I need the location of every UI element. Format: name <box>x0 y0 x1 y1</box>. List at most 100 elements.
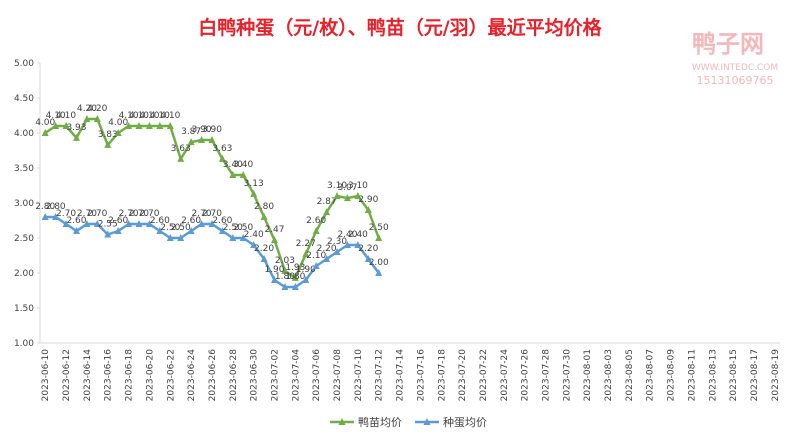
value-label: 3.87 <box>181 127 201 137</box>
marker <box>52 122 60 129</box>
value-label: 2.87 <box>317 197 337 207</box>
value-label: 3.10 <box>327 181 347 191</box>
marker <box>281 283 289 290</box>
x-tick-label: 2023-07-24 <box>500 349 510 402</box>
marker <box>166 234 174 241</box>
marker <box>229 171 237 178</box>
value-label: 2.60 <box>108 216 128 226</box>
value-label: 2.60 <box>306 216 326 226</box>
marker <box>198 136 206 143</box>
marker <box>135 220 143 227</box>
marker <box>375 234 383 241</box>
x-tick-label: 2023-06-26 <box>208 349 218 402</box>
y-tick-label: 5.00 <box>14 59 34 69</box>
y-tick-label: 1.00 <box>14 339 34 349</box>
marker <box>302 250 310 258</box>
value-label: 4.10 <box>129 111 149 121</box>
marker <box>302 276 310 283</box>
marker <box>104 140 112 148</box>
marker <box>323 208 331 216</box>
marker <box>208 136 216 143</box>
value-label: 2.70 <box>119 209 139 219</box>
value-label: 3.63 <box>212 144 232 154</box>
value-label: 1.93 <box>285 263 305 273</box>
x-tick-label: 2023-07-04 <box>291 349 301 402</box>
value-label: 4.10 <box>46 111 66 121</box>
value-label: 1.90 <box>296 265 316 275</box>
marker <box>114 129 122 136</box>
x-tick-label: 2023-06-14 <box>83 349 93 402</box>
marker <box>156 122 164 129</box>
x-tick-label: 2023-07-30 <box>562 349 572 402</box>
value-label: 2.47 <box>264 225 284 235</box>
x-tick-label: 2023-07-20 <box>458 349 468 402</box>
value-label: 3.10 <box>348 181 368 191</box>
marker <box>198 220 206 227</box>
x-tick-label: 2023-08-19 <box>771 349 781 402</box>
x-tick-label: 2023-08-13 <box>708 349 718 401</box>
marker <box>343 194 351 202</box>
x-tick-label: 2023-08-07 <box>646 349 656 401</box>
marker <box>93 220 101 227</box>
marker <box>354 192 362 199</box>
marker <box>364 255 372 262</box>
x-tick-label: 2023-07-12 <box>375 349 385 401</box>
y-tick-label: 4.50 <box>14 94 34 104</box>
marker <box>323 255 331 262</box>
marker <box>218 154 226 162</box>
value-label: 2.40 <box>244 230 264 240</box>
x-tick-label: 2023-06-30 <box>250 349 260 402</box>
value-label: 2.80 <box>35 202 55 212</box>
value-label: 1.90 <box>264 265 284 275</box>
x-tick-label: 2023-07-06 <box>312 349 322 402</box>
value-label: 2.90 <box>358 195 378 205</box>
x-tick-label: 2023-07-02 <box>271 349 281 401</box>
value-label: 3.93 <box>66 123 86 133</box>
x-tick-label: 2023-07-10 <box>354 349 364 402</box>
value-label: 2.10 <box>306 251 326 261</box>
value-label: 2.00 <box>369 258 389 268</box>
marker <box>375 269 383 276</box>
marker <box>333 248 341 255</box>
value-label: 2.60 <box>150 216 170 226</box>
legend-marker <box>423 418 431 425</box>
value-label: 3.40 <box>233 160 253 170</box>
value-label: 4.00 <box>35 118 55 128</box>
value-label: 2.80 <box>46 202 66 212</box>
value-label: 2.20 <box>254 244 274 254</box>
x-tick-label: 2023-08-15 <box>729 349 739 401</box>
marker <box>312 262 320 269</box>
value-label: 2.03 <box>275 256 295 266</box>
marker <box>218 227 226 234</box>
x-tick-label: 2023-07-18 <box>437 349 447 402</box>
x-tick-label: 2023-07-22 <box>479 349 489 401</box>
value-label: 2.70 <box>77 209 97 219</box>
x-tick-label: 2023-06-12 <box>62 349 72 401</box>
value-label: 3.40 <box>223 160 243 170</box>
marker <box>72 227 80 234</box>
marker <box>52 213 60 220</box>
marker <box>72 133 80 141</box>
marker <box>239 234 247 241</box>
x-tick-label: 2023-07-16 <box>416 349 426 402</box>
marker <box>229 234 237 241</box>
value-label: 1.80 <box>275 272 295 282</box>
marker <box>177 154 185 162</box>
legend-marker <box>338 418 346 425</box>
marker <box>271 276 279 283</box>
x-tick-label: 2023-06-10 <box>41 349 51 402</box>
marker <box>125 122 133 129</box>
marker <box>156 227 164 234</box>
value-label: 3.90 <box>202 125 222 135</box>
value-label: 3.90 <box>192 125 212 135</box>
x-tick-label: 2023-08-03 <box>604 349 614 401</box>
marker <box>145 122 153 129</box>
value-label: 2.60 <box>66 216 86 226</box>
value-label: 4.10 <box>56 111 76 121</box>
watermark: 鸭子网 <box>692 30 764 58</box>
value-label: 2.50 <box>160 223 180 233</box>
marker <box>312 227 320 234</box>
value-label: 4.10 <box>150 111 170 121</box>
marker <box>41 129 49 136</box>
value-label: 2.80 <box>254 202 274 212</box>
